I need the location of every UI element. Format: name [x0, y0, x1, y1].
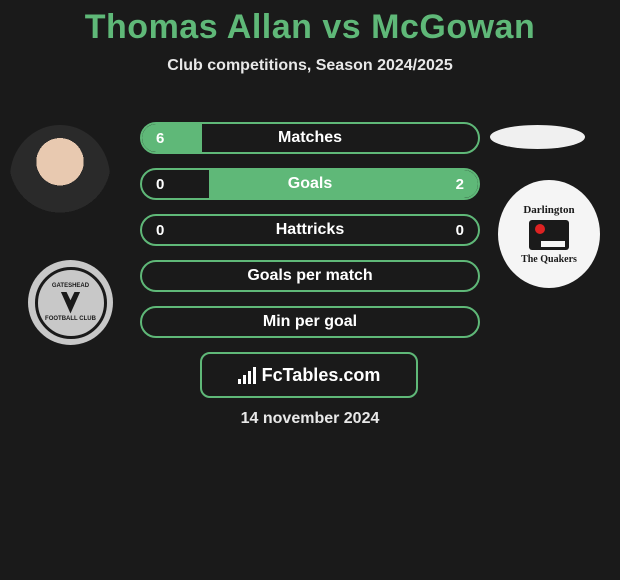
subtitle: Club competitions, Season 2024/2025 — [0, 57, 620, 75]
stat-label: Goals — [142, 175, 478, 193]
page-title: Thomas Allan vs McGowan — [0, 0, 620, 47]
club-right-badge: Darlington The Quakers — [498, 180, 600, 288]
club-right-text-top: Darlington — [523, 204, 574, 216]
bar-chart-icon — [238, 366, 256, 384]
club-left-text-bottom: FOOTBALL CLUB — [45, 316, 96, 323]
player-left-photo — [10, 125, 110, 230]
stat-row: 6Matches — [140, 122, 480, 154]
stat-label: Hattricks — [142, 221, 478, 239]
train-icon — [529, 220, 569, 250]
stats-bars: 6Matches 02Goals 00Hattricks Goals per matc… — [140, 122, 480, 352]
club-left-text-top: GATESHEAD — [52, 283, 89, 290]
stat-label: Matches — [142, 129, 478, 147]
stat-label: Min per goal — [142, 313, 478, 331]
stat-row: 00Hattricks — [140, 214, 480, 246]
fctables-logo: FcTables.com — [200, 352, 418, 398]
club-right-text-bottom: The Quakers — [521, 254, 577, 265]
angel-icon — [57, 292, 85, 314]
date-text: 14 november 2024 — [0, 410, 620, 428]
stat-label: Goals per match — [142, 267, 478, 285]
stat-row: Goals per match — [140, 260, 480, 292]
club-left-badge-inner: GATESHEAD FOOTBALL CLUB — [35, 267, 107, 339]
logo-text: FcTables.com — [262, 365, 381, 386]
stat-row: Min per goal — [140, 306, 480, 338]
stat-row: 02Goals — [140, 168, 480, 200]
player-right-photo — [490, 125, 585, 149]
club-left-badge: GATESHEAD FOOTBALL CLUB — [28, 260, 113, 345]
